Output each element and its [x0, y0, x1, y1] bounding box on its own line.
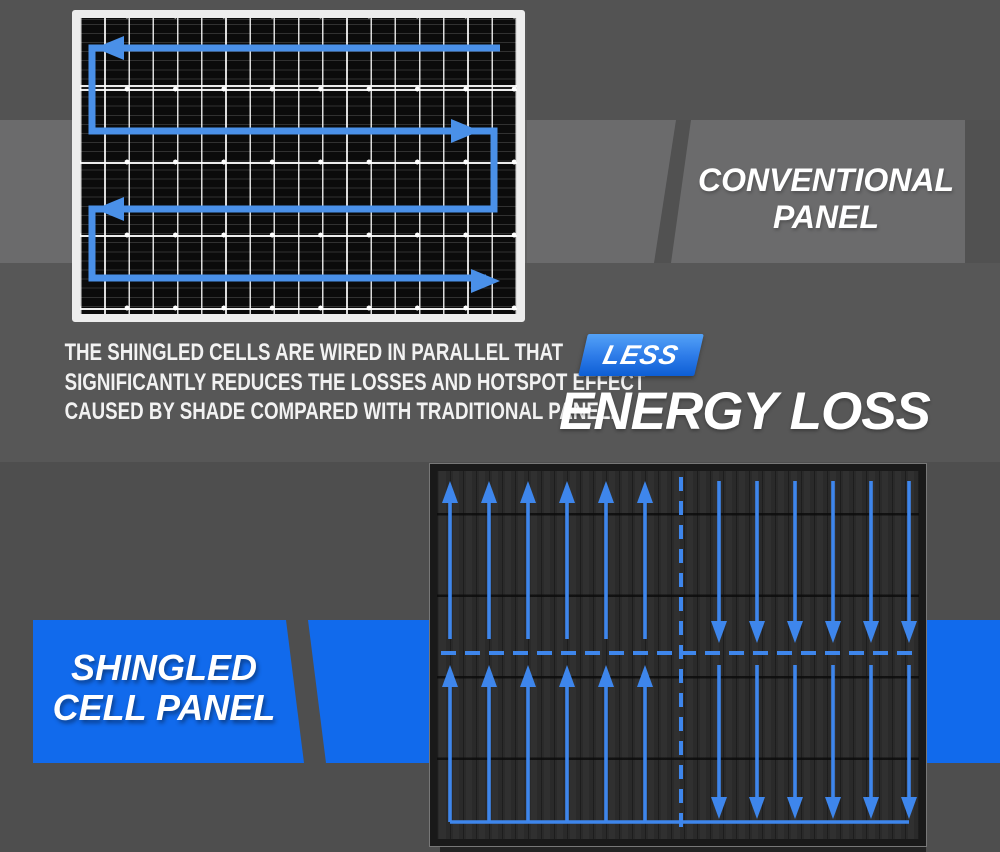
blue-band-left-segment: [33, 620, 304, 763]
conventional-panel-label-line2: PANEL: [772, 199, 880, 235]
shingled-panel-illustration: [430, 464, 926, 846]
arrowhead-down-icon: [825, 797, 841, 819]
arrowhead-up-icon: [520, 481, 536, 503]
arrowhead-down-icon: [787, 797, 803, 819]
arrowhead-up-icon: [598, 481, 614, 503]
arrowhead-up-icon: [598, 665, 614, 687]
arrowhead-down-icon: [863, 621, 879, 643]
conventional-panel-cell-grid: [80, 18, 517, 314]
arrowhead-down-icon: [787, 621, 803, 643]
less-badge-text: LESS: [600, 339, 682, 370]
shingled-panel-label: SHINGLED CELL PANEL: [32, 648, 296, 727]
arrowhead-up-icon: [637, 481, 653, 503]
conventional-panel-label: CONVENTIONAL PANEL: [661, 162, 991, 236]
parallel-current-flow-arrows: [441, 477, 917, 831]
arrowhead-up-icon: [442, 665, 458, 687]
shingled-panel-shadow: [440, 845, 926, 852]
arrowhead-up-icon: [637, 665, 653, 687]
arrowhead-up-icon: [559, 665, 575, 687]
arrowhead-up-icon: [520, 665, 536, 687]
arrowhead-up-icon: [481, 481, 497, 503]
flow-arrowhead-left-icon: [95, 36, 124, 60]
arrowhead-down-icon: [711, 797, 727, 819]
shingled-panel-label-line1: SHINGLED: [70, 647, 257, 688]
series-current-flow-arrows: [88, 36, 500, 293]
arrowhead-down-icon: [749, 621, 765, 643]
arrowhead-up-icon: [559, 481, 575, 503]
description-line: SIGNIFICANTLY REDUCES THE LOSSES AND HOT…: [64, 368, 646, 396]
gray-band-right-segment: [671, 120, 965, 263]
arrowhead-up-icon: [442, 481, 458, 503]
less-badge: LESS: [578, 334, 704, 376]
conventional-panel-label-line1: CONVENTIONAL: [698, 162, 954, 198]
flow-arrowhead-right-icon: [451, 119, 480, 143]
energy-loss-headline: ENERGY LOSS: [559, 382, 931, 441]
description-text: THE SHINGLED CELLS ARE WIRED IN PARALLEL…: [64, 338, 646, 427]
arrowhead-up-icon: [481, 665, 497, 687]
arrowhead-down-icon: [749, 797, 765, 819]
arrowhead-down-icon: [901, 797, 917, 819]
conventional-panel-illustration: [72, 10, 525, 322]
arrowhead-down-icon: [901, 621, 917, 643]
shingled-panel-label-line2: CELL PANEL: [52, 686, 276, 728]
description-line: THE SHINGLED CELLS ARE WIRED IN PARALLEL…: [64, 339, 564, 366]
arrowhead-down-icon: [863, 797, 879, 819]
arrowhead-down-icon: [711, 621, 727, 643]
description-line: CAUSED BY SHADE COMPARED WITH TRADITIONA…: [64, 398, 616, 425]
flow-arrowhead-left-icon: [95, 197, 124, 221]
arrowhead-down-icon: [825, 621, 841, 643]
flow-arrowhead-right-icon: [471, 269, 500, 293]
